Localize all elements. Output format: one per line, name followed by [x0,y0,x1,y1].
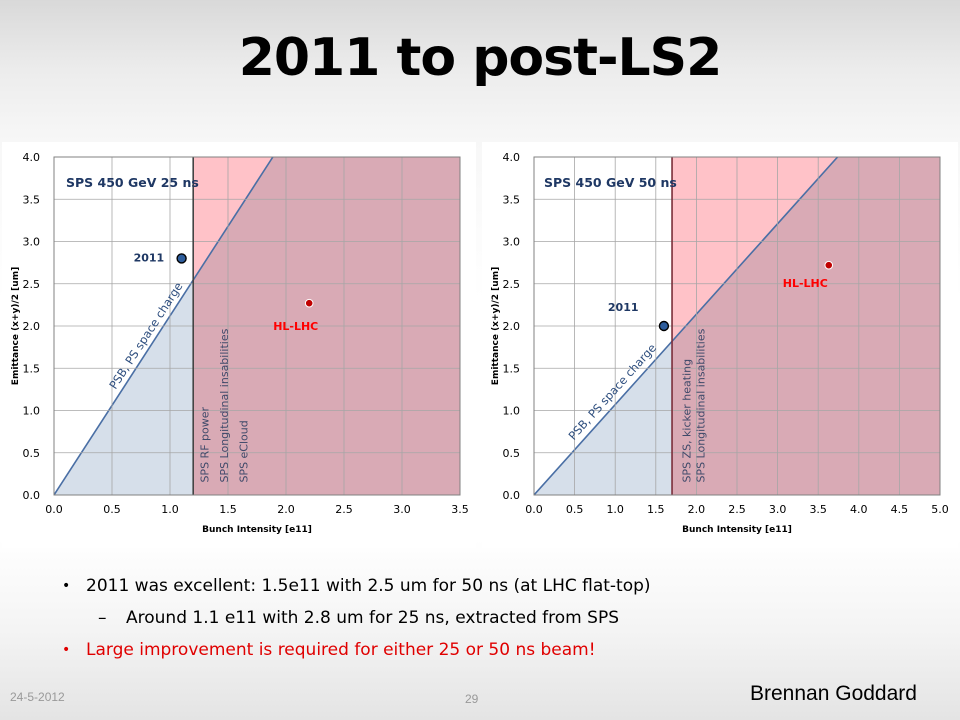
x-tick-label: 1.0 [161,503,179,516]
y-tick-label: 2.5 [503,278,521,291]
y-tick-label: 0.0 [23,489,41,502]
y-tick-label: 0.0 [503,489,521,502]
chart-25ns-svg: 0.0 0.5 1.0 1.5 2.0 2.5 3.0 3.5 0.0 0.5 1.0 1.5 2.0 2… [11,151,469,535]
bullet-marker: • [62,578,71,594]
bullet-item: – Around 1.1 e11 with 2.8 um for 25 ns, … [62,606,942,630]
point-label-hl-lhc: HL-LHC [273,320,318,333]
y-tick-label: 3.5 [23,193,41,206]
point-label-hl-lhc: HL-LHC [783,277,828,290]
x-tick-label: 0.0 [45,503,63,516]
plot-border [53,156,461,496]
x-tick-label: 2.5 [335,503,353,516]
x-tick-label: 0.0 [525,503,543,516]
point-2011 [176,253,187,264]
x-tick-label: 4.5 [891,503,909,516]
chart-title: SPS 450 GeV 50 ns [544,175,677,190]
plot-border [533,156,941,496]
bullet-item: • 2011 was excellent: 1.5e11 with 2.5 um… [62,574,942,598]
x-axis-label: Bunch Intensity [e11] [202,525,312,535]
y-tick-label: 3.5 [503,193,521,206]
x-axis-label: Bunch Intensity [e11] [682,525,792,535]
point-hl-lhc [304,298,314,308]
y-tick-label: 3.0 [23,236,41,249]
y-tick-label: 1.0 [503,405,521,418]
y-tick-label: 1.5 [23,362,41,375]
limit-label: SPS Longitudinal insabilities [218,328,231,482]
x-tick-label: 0.5 [103,503,121,516]
y-tick-label: 2.5 [23,278,41,291]
x-tick-label: 3.0 [769,503,787,516]
limit-label: SPS eCloud [238,420,251,482]
x-tick-label: 3.5 [451,503,469,516]
x-tick-label: 2.5 [728,503,746,516]
x-tick-label: 1.0 [606,503,624,516]
bullet-marker: • [62,642,71,658]
x-tick-label: 2.0 [277,503,295,516]
y-axis-label: Emittance (x+y)/2 [um] [11,267,21,385]
y-axis-label: Emittance (x+y)/2 [um] [491,267,501,385]
slide-title: 2011 to post-LS2 [238,28,723,88]
bullet-text: 2011 was excellent: 1.5e11 with 2.5 um f… [86,576,651,596]
y-tick-label: 4.0 [23,151,41,164]
chart-50ns-svg: 0.0 0.5 1.0 1.5 2.0 2.5 3.0 3.5 4.0 4.5 5.0 0.0 0.5 1… [491,151,949,535]
y-tick-label: 1.5 [503,362,521,375]
limit-label: SPS ZS, kicker heating [681,359,694,483]
limit-label: SPS Longitudinal insabilities [695,328,708,482]
y-tick-label: 4.0 [503,151,521,164]
point-label-2011: 2011 [608,301,639,314]
footer-page-number: 29 [465,692,479,706]
x-tick-label: 2.0 [688,503,706,516]
bullet-marker: – [98,608,107,628]
point-hl-lhc [824,260,834,270]
chart-title: SPS 450 GeV 25 ns [66,175,199,190]
bullet-item: • Large improvement is required for eith… [62,638,942,662]
footer-author: Brennan Goddard [750,682,917,705]
x-tick-label: 3.0 [393,503,411,516]
y-tick-label: 2.0 [23,320,41,333]
x-tick-label: 5.0 [931,503,949,516]
bullet-list: • 2011 was excellent: 1.5e11 with 2.5 um… [62,574,942,670]
x-tick-label: 0.5 [566,503,584,516]
x-tick-label: 4.0 [850,503,868,516]
y-tick-label: 2.0 [503,320,521,333]
point-2011 [658,320,670,332]
blue-region [534,341,673,495]
y-tick-label: 0.5 [23,447,41,460]
x-tick-label: 1.5 [219,503,237,516]
y-tick-label: 3.0 [503,236,521,249]
y-tick-label: 0.5 [503,447,521,460]
footer-date: 24-5-2012 [10,690,65,704]
point-label-2011: 2011 [134,251,165,264]
chart-50ns: 0.0 0.5 1.0 1.5 2.0 2.5 3.0 3.5 4.0 4.5 5.0 0.0 0.5 1… [482,142,958,548]
bullet-text: Large improvement is required for either… [86,640,596,660]
y-tick-label: 1.0 [23,405,41,418]
x-tick-label: 3.5 [809,503,827,516]
bullet-text: Around 1.1 e11 with 2.8 um for 25 ns, ex… [126,608,619,628]
chart-25ns: 0.0 0.5 1.0 1.5 2.0 2.5 3.0 3.5 0.0 0.5 1.0 1.5 2.0 2… [2,142,476,548]
limit-label: SPS RF power [198,407,211,483]
x-tick-label: 1.5 [647,503,665,516]
